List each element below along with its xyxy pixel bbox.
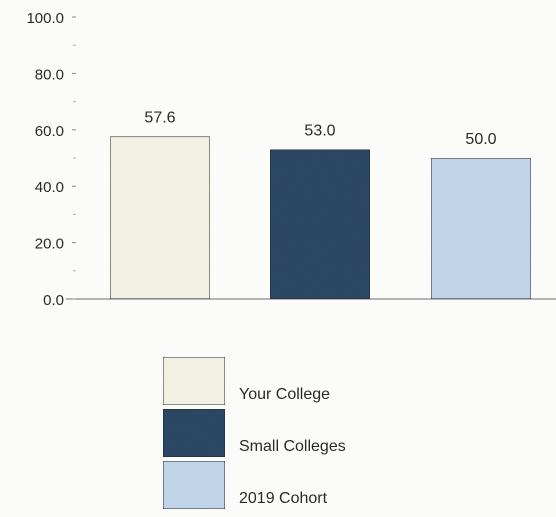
bar-small-colleges (269, 149, 371, 300)
legend-swatch (162, 356, 226, 406)
legend-label: 2019 Cohort (239, 490, 328, 507)
legend-swatch (162, 460, 226, 510)
bar-value-label: 53.0 (304, 123, 335, 140)
chart-data-labels: 57.6 53.0 50.0 (144, 110, 496, 148)
chart-bars (109, 136, 532, 300)
y-tick-label: 80.0 (35, 66, 64, 83)
bar-2019-cohort (430, 157, 532, 300)
legend-label: Your College (239, 386, 330, 403)
y-tick-label: 20.0 (35, 236, 64, 253)
legend-label: Small Colleges (239, 438, 346, 455)
bar-value-label: 50.0 (465, 131, 496, 148)
legend-swatch (162, 408, 226, 458)
chart-legend: Your College Small Colleges 2019 Cohort (162, 356, 346, 510)
y-tick-label: 0.0 (43, 292, 64, 309)
y-tick-label: 40.0 (35, 179, 64, 196)
bar-your-college (109, 136, 211, 300)
chart-axes: 0.0 20.0 40.0 60.0 80.0 100.0 (26, 10, 556, 309)
y-tick-label: 60.0 (35, 123, 64, 140)
bar-value-label: 57.6 (144, 110, 175, 127)
y-tick-label: 100.0 (26, 10, 64, 27)
